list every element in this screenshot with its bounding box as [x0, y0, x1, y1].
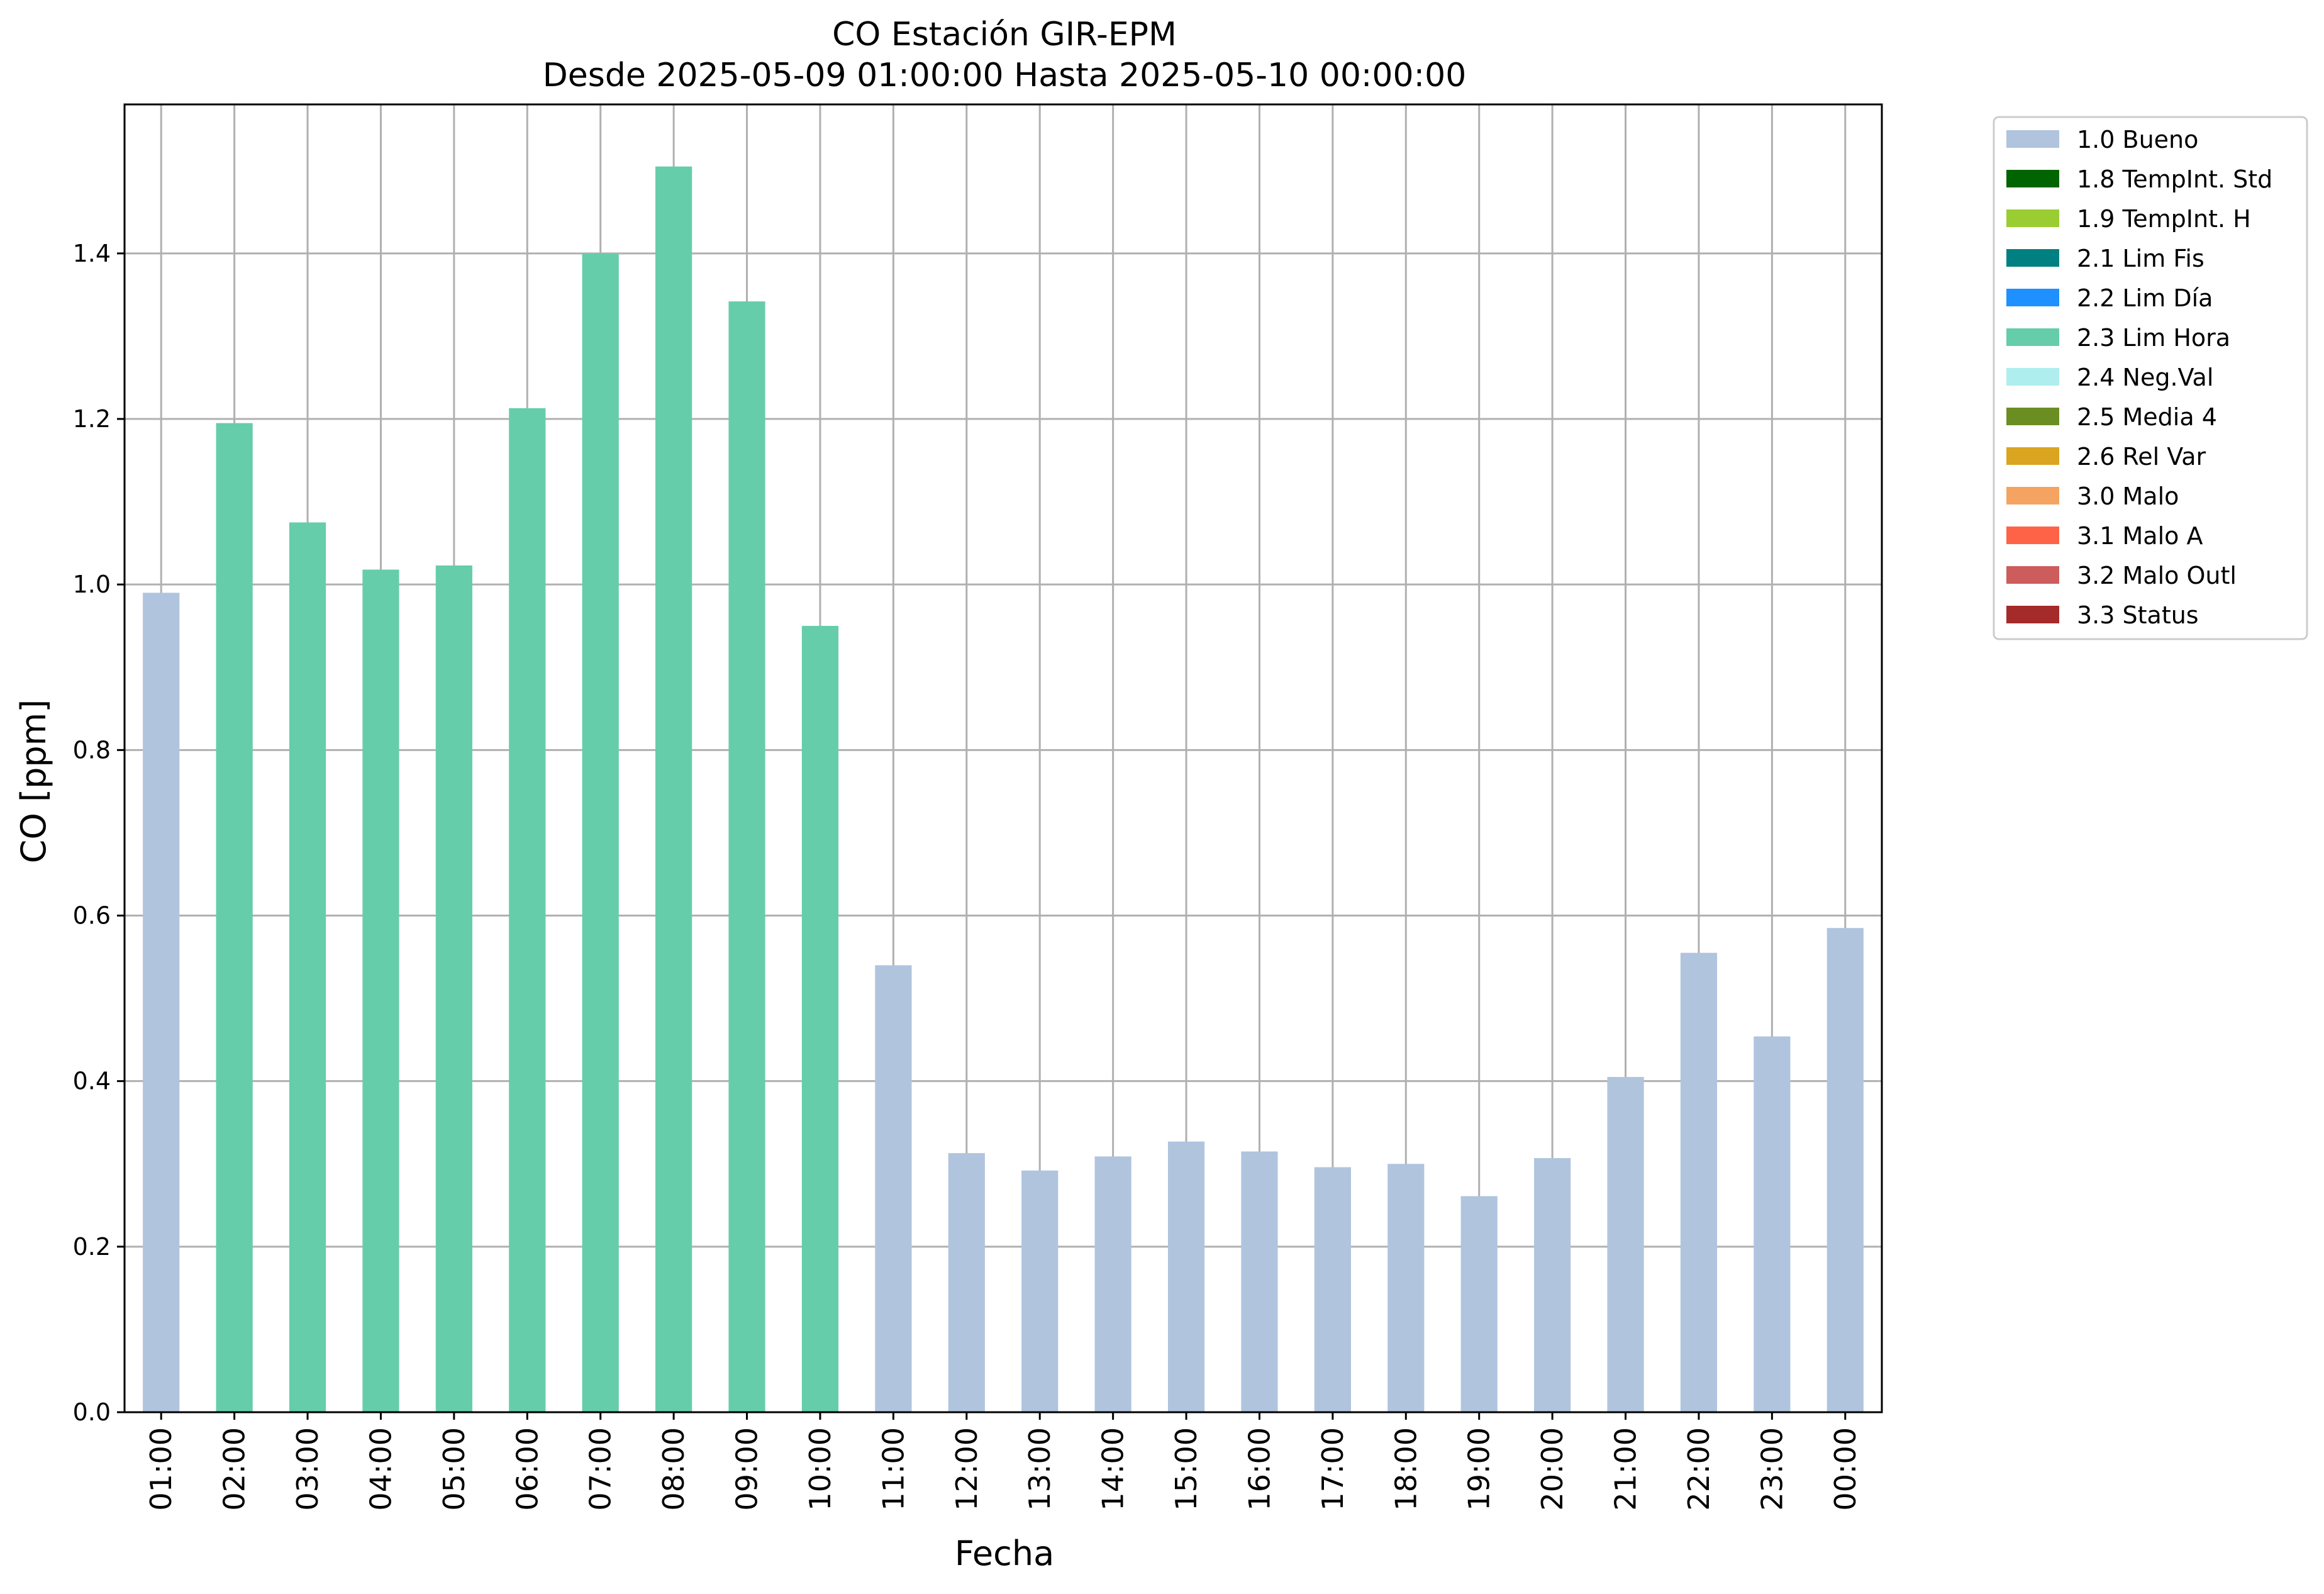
bar-1800 — [1387, 1164, 1425, 1412]
bars — [143, 166, 1864, 1413]
y-tick-label: 1.4 — [73, 240, 111, 267]
bar-1400 — [1094, 1156, 1131, 1412]
bar-0300 — [289, 522, 326, 1412]
bar-1000 — [801, 625, 839, 1412]
bar-0800 — [655, 166, 692, 1412]
legend-label: 2.1 Lim Fis — [2077, 245, 2204, 272]
bar-1500 — [1167, 1141, 1205, 1412]
legend-swatch — [2006, 487, 2059, 504]
bar-2000 — [1534, 1158, 1571, 1412]
legend-label: 2.6 Rel Var — [2077, 443, 2206, 471]
legend-label: 2.2 Lim Día — [2077, 284, 2213, 312]
legend-label: 2.4 Neg.Val — [2077, 364, 2213, 391]
y-tick-label: 1.2 — [73, 405, 111, 433]
bar-0100 — [143, 593, 180, 1412]
y-tick-label: 0.0 — [73, 1398, 111, 1426]
legend: 1.0 Bueno 1.8 TempInt. Std 1.9 TempInt. H 2… — [1993, 116, 2308, 640]
y-tick-label: 0.4 — [73, 1067, 111, 1095]
x-axis-ticks: 01:00 02:00 03:00 04:00 05:00 06:00 07:00 08:00… — [144, 1412, 1862, 1511]
x-tick-label: 11:00 — [876, 1427, 910, 1511]
bar-1700 — [1314, 1167, 1351, 1412]
bar-0500 — [435, 565, 472, 1412]
x-tick-label: 14:00 — [1096, 1427, 1130, 1511]
x-tick-label: 18:00 — [1389, 1427, 1423, 1511]
legend-label: 3.3 Status — [2077, 601, 2199, 629]
x-tick-label: 00:00 — [1828, 1427, 1862, 1511]
y-tick-label: 1.0 — [73, 571, 111, 598]
legend-label: 1.9 TempInt. H — [2077, 205, 2251, 233]
bar-0400 — [362, 569, 399, 1412]
legend-swatch — [2006, 328, 2059, 346]
legend-label: 1.8 TempInt. Std — [2077, 165, 2272, 193]
x-axis-label: Fecha — [955, 1534, 1054, 1573]
legend-swatch — [2006, 170, 2059, 187]
bar-1900 — [1460, 1196, 1498, 1412]
bar-1600 — [1241, 1151, 1278, 1412]
x-tick-label: 15:00 — [1169, 1427, 1203, 1511]
y-tick-label: 0.2 — [73, 1233, 111, 1261]
legend-label: 2.5 Media 4 — [2077, 403, 2217, 431]
y-axis-label: CO [ppm] — [14, 699, 53, 864]
legend-items: 1.0 Bueno 1.8 TempInt. Std 1.9 TempInt. H 2… — [2006, 126, 2272, 629]
x-tick-label: 02:00 — [218, 1427, 252, 1511]
legend-swatch — [2006, 606, 2059, 623]
x-tick-label: 04:00 — [364, 1427, 398, 1511]
legend-label: 3.0 Malo — [2077, 482, 2179, 510]
legend-swatch — [2006, 447, 2059, 465]
x-tick-label: 07:00 — [584, 1427, 618, 1511]
x-tick-label: 09:00 — [730, 1427, 764, 1511]
y-axis-ticks: 0.0 0.2 0.4 0.6 0.8 1.0 1.2 1.4 — [73, 240, 125, 1426]
x-tick-label: 06:00 — [510, 1427, 544, 1511]
bar-2200 — [1680, 952, 1718, 1412]
legend-label: 2.3 Lim Hora — [2077, 324, 2230, 352]
x-tick-label: 01:00 — [144, 1427, 178, 1511]
x-tick-label: 12:00 — [950, 1427, 984, 1511]
x-tick-label: 19:00 — [1462, 1427, 1496, 1511]
legend-swatch — [2006, 368, 2059, 386]
x-tick-label: 03:00 — [291, 1427, 325, 1511]
plot-frame — [123, 103, 1883, 1413]
legend-swatch — [2006, 289, 2059, 306]
legend-swatch — [2006, 527, 2059, 544]
legend-label: 3.1 Malo A — [2077, 522, 2203, 550]
x-tick-label: 23:00 — [1755, 1427, 1789, 1511]
bar-2300 — [1754, 1036, 1791, 1412]
x-tick-label: 08:00 — [657, 1427, 691, 1511]
bar-2100 — [1607, 1077, 1644, 1412]
legend-swatch — [2006, 249, 2059, 267]
x-tick-label: 10:00 — [803, 1427, 837, 1511]
legend-box — [1993, 116, 2308, 640]
legend-swatch — [2006, 566, 2059, 584]
bar-0900 — [728, 301, 765, 1413]
y-tick-label: 0.6 — [73, 902, 111, 930]
bar-1300 — [1021, 1170, 1059, 1412]
x-tick-label: 21:00 — [1609, 1427, 1643, 1511]
legend-label: 1.0 Bueno — [2077, 126, 2198, 153]
legend-swatch — [2006, 130, 2059, 148]
bar-0200 — [216, 423, 253, 1412]
x-tick-label: 22:00 — [1682, 1427, 1716, 1511]
bar-1100 — [875, 965, 912, 1412]
chart-title: CO Estación GIR-EPM — [832, 16, 1177, 53]
y-tick-label: 0.8 — [73, 736, 111, 764]
x-tick-label: 13:00 — [1023, 1427, 1057, 1511]
bar-0700 — [582, 253, 619, 1412]
x-tick-label: 20:00 — [1535, 1427, 1569, 1511]
legend-swatch — [2006, 408, 2059, 425]
x-tick-label: 05:00 — [437, 1427, 471, 1511]
x-tick-label: 16:00 — [1242, 1427, 1276, 1511]
bar-0600 — [509, 408, 546, 1412]
chart-subtitle: Desde 2025-05-09 01:00:00 Hasta 2025-05-… — [543, 57, 1467, 94]
plot-area: 0.0 0.2 0.4 0.6 0.8 1.0 1.2 1.4 01:00 02:00 03:00… — [73, 103, 1883, 1511]
x-tick-label: 17:00 — [1316, 1427, 1350, 1511]
legend-swatch — [2006, 209, 2059, 227]
bar-0000 — [1826, 928, 1864, 1412]
legend-label: 3.2 Malo Outl — [2077, 562, 2237, 589]
bar-1200 — [948, 1153, 985, 1412]
